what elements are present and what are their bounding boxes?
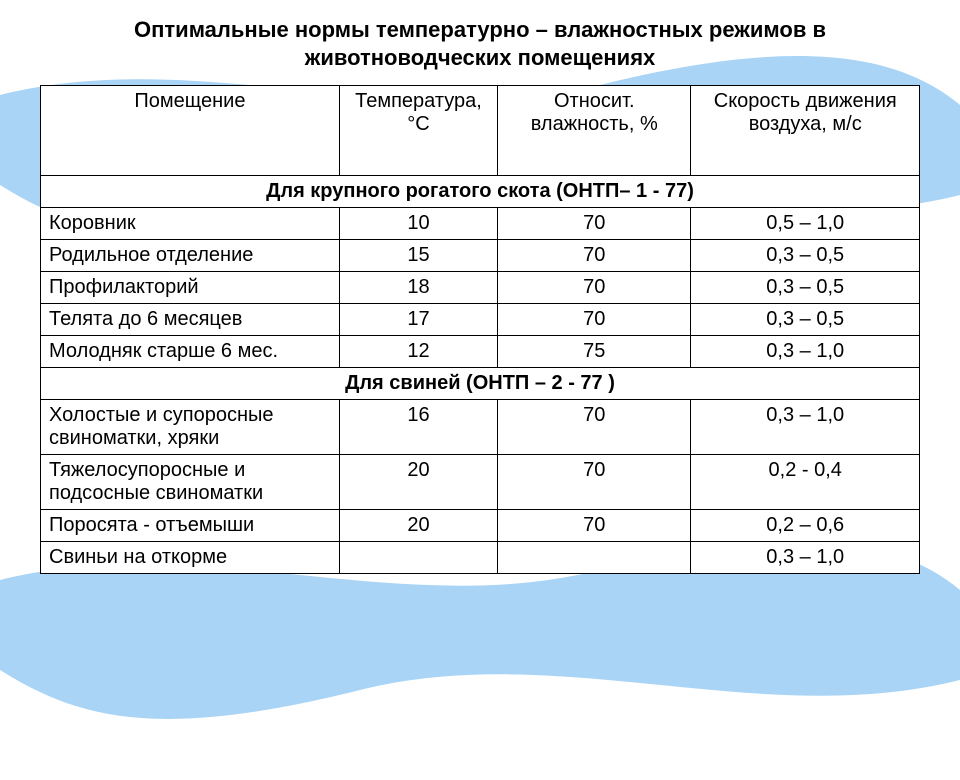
table-row: Молодняк старше 6 мес.12750,3 – 1,0 [41, 336, 920, 368]
cell-value: 70 [498, 400, 691, 455]
cell-room: Молодняк старше 6 мес. [41, 336, 340, 368]
cell-room: Тяжелосупоросные и подсосные свиноматки [41, 455, 340, 510]
cell-value: 20 [339, 455, 497, 510]
cell-value: 0,2 – 0,6 [691, 510, 920, 542]
cell-value: 15 [339, 240, 497, 272]
cell-value: 0,3 – 1,0 [691, 400, 920, 455]
cell-value: 10 [339, 208, 497, 240]
table-row: Профилакторий18700,3 – 0,5 [41, 272, 920, 304]
table-row: Коровник10700,5 – 1,0 [41, 208, 920, 240]
cell-value: 70 [498, 455, 691, 510]
norms-table: ПомещениеТемпература, °СОтносит. влажнос… [40, 85, 920, 574]
cell-value: 0,3 – 0,5 [691, 240, 920, 272]
cell-room: Телята до 6 месяцев [41, 304, 340, 336]
table-header-cell: Скорость движения воздуха, м/с [691, 86, 920, 176]
cell-value: 12 [339, 336, 497, 368]
cell-value: 70 [498, 208, 691, 240]
table-row: Родильное отделение15700,3 – 0,5 [41, 240, 920, 272]
cell-value: 0,3 – 1,0 [691, 542, 920, 574]
cell-room: Родильное отделение [41, 240, 340, 272]
cell-value [339, 542, 497, 574]
cell-value: 70 [498, 240, 691, 272]
table-row: Свиньи на откорме 0,3 – 1,0 [41, 542, 920, 574]
cell-value: 0,3 – 1,0 [691, 336, 920, 368]
cell-value: 18 [339, 272, 497, 304]
page-title: Оптимальные нормы температурно – влажнос… [40, 16, 920, 71]
cell-room: Коровник [41, 208, 340, 240]
table-header-cell: Относит. влажность, % [498, 86, 691, 176]
table-section-row: Для крупного рогатого скота (ОНТП– 1 - 7… [41, 176, 920, 208]
cell-room: Свиньи на откорме [41, 542, 340, 574]
table-section-label: Для свиней (ОНТП – 2 - 77 ) [41, 368, 920, 400]
table-row: Холостые и супоросные свиноматки, хряки1… [41, 400, 920, 455]
cell-value: 16 [339, 400, 497, 455]
table-row: Поросята - отъемыши20700,2 – 0,6 [41, 510, 920, 542]
cell-value: 0,2 - 0,4 [691, 455, 920, 510]
cell-value [498, 542, 691, 574]
table-header-cell: Помещение [41, 86, 340, 176]
cell-value: 17 [339, 304, 497, 336]
cell-room: Поросята - отъемыши [41, 510, 340, 542]
table-header-row: ПомещениеТемпература, °СОтносит. влажнос… [41, 86, 920, 176]
cell-value: 70 [498, 304, 691, 336]
table-header-cell: Температура, °С [339, 86, 497, 176]
cell-value: 0,3 – 0,5 [691, 304, 920, 336]
cell-value: 70 [498, 272, 691, 304]
cell-value: 0,5 – 1,0 [691, 208, 920, 240]
cell-room: Профилакторий [41, 272, 340, 304]
cell-value: 70 [498, 510, 691, 542]
table-row: Телята до 6 месяцев17700,3 – 0,5 [41, 304, 920, 336]
table-section-label: Для крупного рогатого скота (ОНТП– 1 - 7… [41, 176, 920, 208]
cell-room: Холостые и супоросные свиноматки, хряки [41, 400, 340, 455]
cell-value: 75 [498, 336, 691, 368]
table-section-row: Для свиней (ОНТП – 2 - 77 ) [41, 368, 920, 400]
table-row: Тяжелосупоросные и подсосные свиноматки2… [41, 455, 920, 510]
cell-value: 0,3 – 0,5 [691, 272, 920, 304]
cell-value: 20 [339, 510, 497, 542]
